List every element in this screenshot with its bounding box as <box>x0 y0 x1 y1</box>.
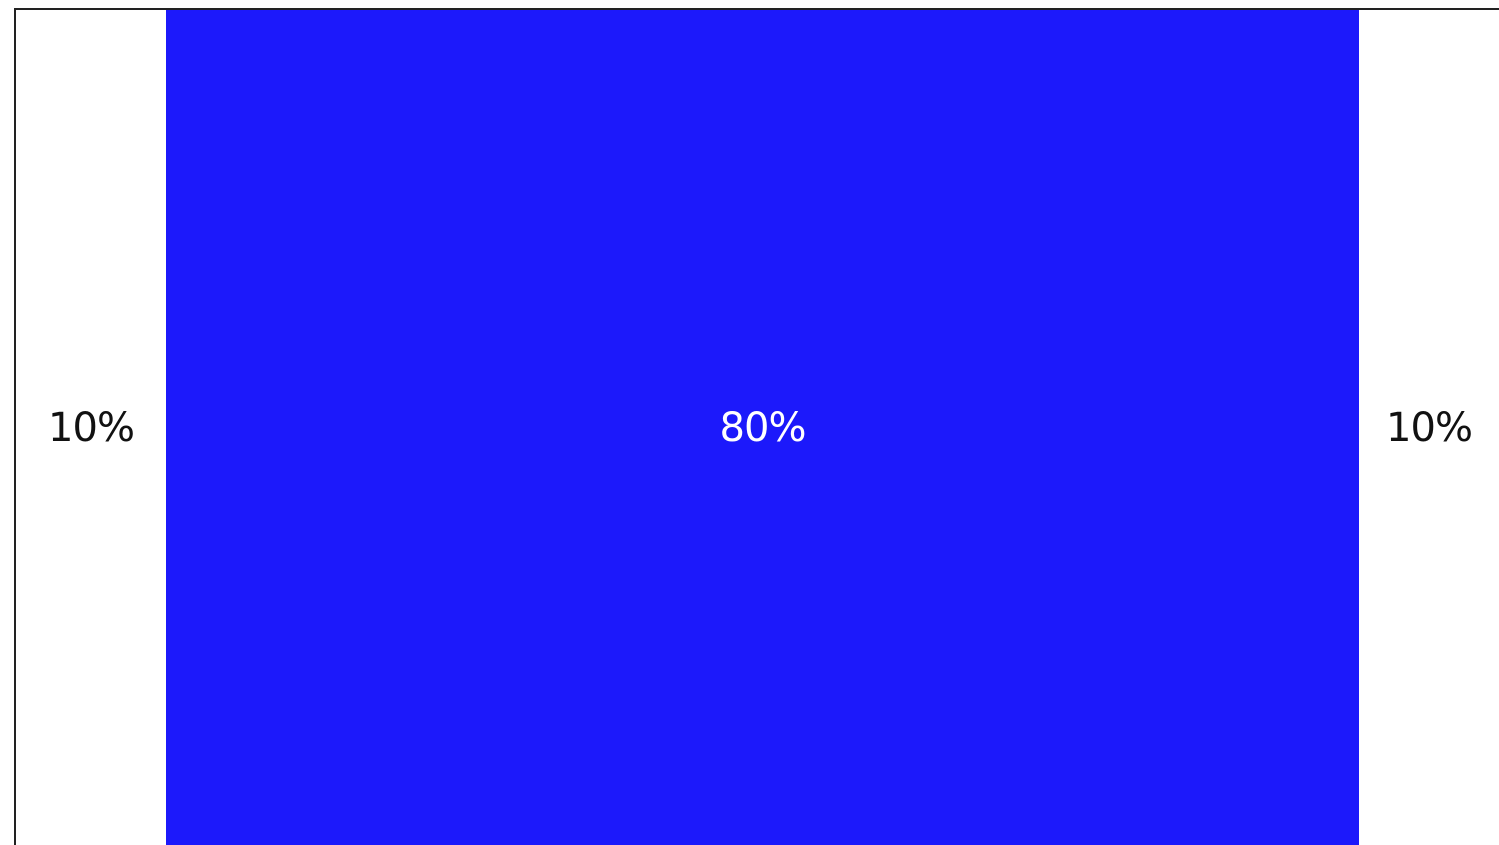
right-margin-label: 10% <box>1386 404 1473 451</box>
center-content-label: 80% <box>719 404 807 451</box>
right-margin-segment: 10% <box>1359 10 1499 845</box>
center-content-segment: 80% <box>166 10 1359 845</box>
left-margin-label: 10% <box>48 404 135 451</box>
left-margin-segment: 10% <box>16 10 166 845</box>
layout-frame: 10% 80% 10% <box>14 8 1499 845</box>
